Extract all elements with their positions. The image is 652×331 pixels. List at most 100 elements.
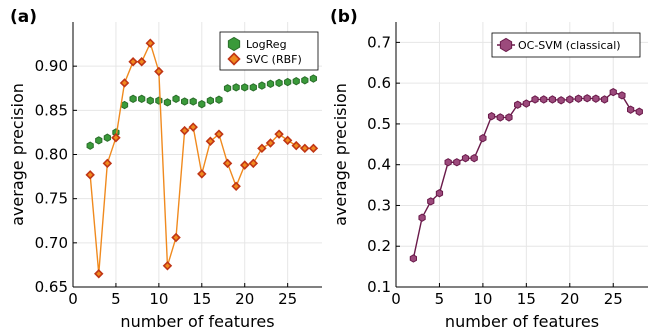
data-point: [197, 169, 207, 179]
data-point: [592, 94, 600, 103]
chart-panel-b: 0 5 10 15 20 25 0.1 0.2 0.3 0.4 0.5 0.6 0.7 number of…: [330, 7, 648, 331]
x-tick-label: 0: [68, 290, 78, 308]
data-point: [487, 112, 496, 121]
data-point: [231, 181, 241, 192]
data-point: [136, 57, 147, 67]
data-point: [300, 143, 310, 154]
legend-marker: [227, 52, 241, 66]
data-point: [505, 113, 513, 122]
y-tick-label: 0.1: [367, 278, 391, 296]
x-tick-label: 10: [149, 290, 168, 308]
data-point: [172, 94, 180, 104]
data-point: [94, 269, 104, 279]
data-point: [145, 38, 156, 48]
data-point: [248, 158, 259, 169]
data-point: [129, 94, 137, 104]
data-point: [162, 261, 173, 271]
data-point: [215, 95, 223, 104]
data-point: [241, 83, 249, 92]
x-tick-label: 5: [111, 290, 121, 308]
data-point: [111, 132, 121, 143]
data-point: [146, 96, 154, 105]
data-point: [155, 96, 163, 105]
data-point: [557, 96, 565, 105]
y-tick-label: 0.2: [367, 237, 391, 255]
data-point: [308, 143, 319, 154]
data-point: [258, 81, 266, 90]
data-point: [496, 113, 504, 122]
data-point: [232, 83, 240, 92]
series-oc-svm-classical: [409, 87, 643, 263]
data-point: [635, 107, 643, 116]
x-tick-label: 10: [473, 290, 492, 308]
y-tick-label: 0.7: [367, 33, 391, 51]
chart-panel-a: 0 5 10 15 20 25 0.65 0.70 0.75 0.80 0.85 0.90 number…: [8, 7, 322, 331]
data-point: [435, 189, 444, 198]
data-point: [292, 77, 300, 86]
y-tick-label: 0.90: [35, 57, 68, 75]
y-tick-label: 0.65: [35, 278, 68, 296]
gridlines: [395, 22, 648, 288]
data-point: [618, 91, 626, 100]
y-tick-label: 0.3: [367, 196, 391, 214]
legend-box: [491, 32, 641, 58]
x-axis-label: number of features: [445, 312, 599, 331]
data-point: [470, 153, 478, 163]
panel-label: (a): [10, 7, 37, 27]
data-point: [214, 129, 224, 139]
data-point: [282, 135, 293, 146]
data-point: [163, 98, 172, 107]
data-point: [171, 232, 181, 243]
data-point: [179, 125, 190, 136]
data-point: [119, 78, 130, 88]
legend-label: SVC (RBF): [246, 53, 302, 66]
x-tick-label: 25: [278, 290, 297, 308]
y-tick-label: 0.75: [35, 190, 68, 208]
data-point: [181, 97, 189, 106]
data-point: [427, 197, 435, 206]
data-point: [154, 66, 164, 77]
x-tick-label: 15: [517, 290, 536, 308]
x-tick-label: 25: [604, 290, 623, 308]
data-point: [189, 97, 197, 106]
data-point: [103, 133, 111, 142]
data-point: [95, 136, 103, 145]
legend: LogReg SVC (RBF): [219, 31, 319, 71]
x-tick-label: 15: [192, 290, 211, 308]
x-tick-label: 5: [435, 290, 445, 308]
data-point: [574, 94, 583, 103]
y-axis-label: average precision: [8, 83, 27, 226]
data-point: [284, 77, 292, 87]
data-point: [522, 99, 530, 108]
x-axis-label: number of features: [120, 312, 274, 331]
data-point: [188, 122, 198, 132]
y-tick-label: 0.6: [367, 74, 391, 92]
data-point: [301, 76, 309, 85]
data-point: [265, 138, 276, 148]
data-point: [444, 158, 452, 167]
data-point: [275, 78, 283, 88]
data-point: [479, 134, 487, 143]
data-point: [461, 153, 470, 163]
data-point: [266, 79, 275, 89]
data-point: [583, 94, 591, 103]
data-point: [627, 105, 635, 114]
data-point: [609, 87, 617, 97]
y-tick-label: 0.4: [367, 156, 391, 174]
data-point: [274, 129, 284, 139]
data-point: [222, 158, 233, 169]
data-point: [409, 254, 417, 263]
panel-label: (b): [330, 7, 358, 27]
data-point: [291, 140, 301, 151]
data-point: [257, 143, 267, 154]
data-point: [102, 158, 113, 169]
data-point: [540, 95, 548, 104]
data-point: [206, 96, 214, 105]
x-tick-label: 20: [560, 290, 579, 308]
y-tick-label: 0.85: [35, 101, 68, 119]
data-point: [138, 94, 146, 104]
data-point: [531, 95, 539, 104]
y-tick-label: 0.5: [367, 115, 391, 133]
x-tick-label: 20: [235, 290, 254, 308]
